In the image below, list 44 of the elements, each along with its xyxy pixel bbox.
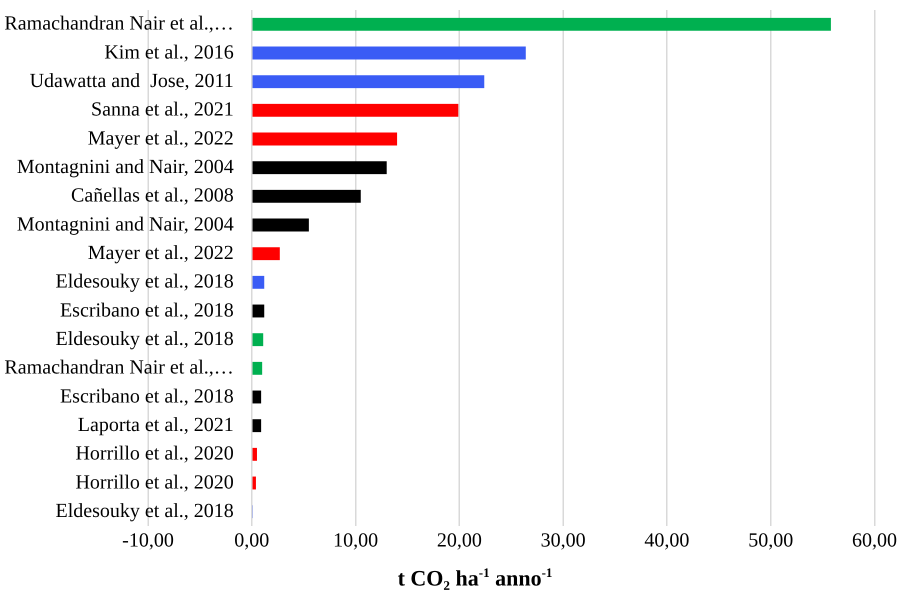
bar [252,104,458,117]
bar [252,46,526,60]
x-tick-label: -10,00 [122,529,174,552]
y-tick-label: Horrillo et al., 2020 [75,471,234,494]
bar [252,132,398,146]
y-tick-label: Escribano et al., 2018 [60,299,234,322]
x-tick-label: 10,00 [333,529,378,552]
y-tick-label: Eldesouky et al., 2018 [55,328,234,350]
bar [252,333,264,346]
y-tick-label: Mayer et al., 2022 [88,242,234,264]
y-tick-label: Escribano et al., 2018 [60,385,234,408]
y-tick-label: Laporta et al., 2021 [78,414,234,436]
x-tick-label: 0,00 [234,529,270,552]
bar [252,247,280,260]
x-tick-label: 50,00 [748,529,794,552]
bar [252,419,262,432]
bar [252,161,387,174]
bar [252,190,361,203]
y-tick-label: Cañellas et al., 2008 [71,184,234,207]
y-tick-label: Ramachandran Nair et al.,… [4,356,234,379]
bar [252,362,262,375]
x-axis-title: t CO₂ ha$^{-1}$ anno$^{-1}$ [396,565,554,592]
y-tick-label: Kim et al., 2016 [104,41,234,64]
y-tick-label: Montagnini and Nair, 2004 [16,156,234,178]
bar [252,218,309,232]
bar [252,448,257,461]
y-tick-label: Udawatta and Jose, 2011 [30,70,234,92]
bar [252,476,256,490]
bar [252,276,264,289]
y-tick-label: Eldesouky et al., 2018 [55,500,234,522]
y-tick-label: Montagnini and Nair, 2004 [16,213,234,236]
bar [252,304,264,318]
y-tick-label: Ramachandran Nair et al.,… [4,12,234,35]
y-tick-label: Sanna et al., 2021 [91,98,234,121]
y-tick-label: Eldesouky et al., 2018 [55,270,234,293]
x-tick-label: 40,00 [644,529,690,552]
bar [252,75,484,88]
x-tick-label: 60,00 [852,529,897,552]
bar [252,390,262,404]
x-tick-label: 20,00 [436,529,482,552]
y-tick-label: Mayer et al., 2022 [88,127,234,150]
x-tick-label: 30,00 [540,529,586,552]
bar [252,18,831,31]
y-tick-label: Horrillo et al., 2020 [75,442,234,465]
